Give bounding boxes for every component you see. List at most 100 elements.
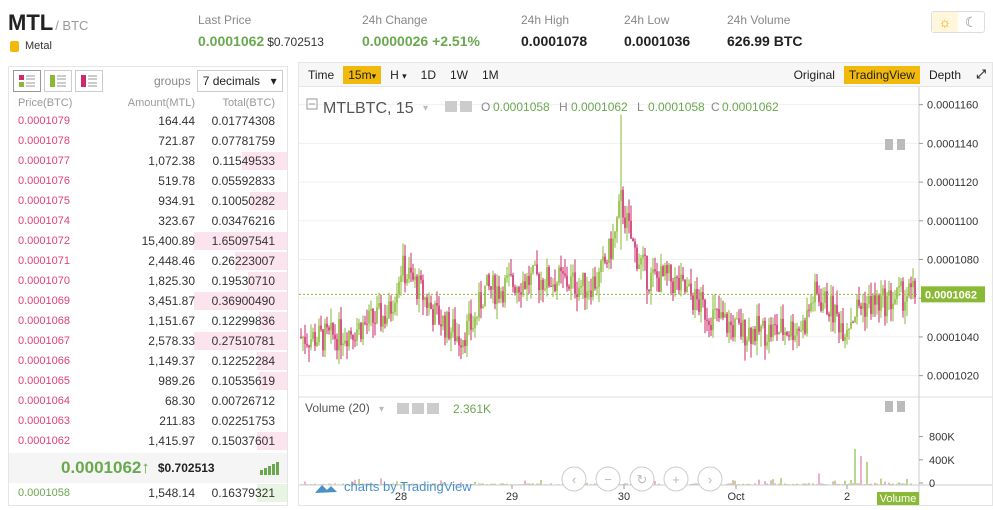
candle-body [840,323,842,332]
row-total: 0.03476216 [195,214,281,228]
eye-icon[interactable] [397,403,409,414]
candle-body [424,297,426,299]
candle-body [636,248,638,269]
candle-body [444,316,446,338]
row-total: 0.10050282 [195,194,281,208]
candle-body [462,340,464,347]
candle-body [850,322,852,328]
candle-body [410,268,412,273]
moon-icon[interactable]: ☾ [958,12,984,32]
candle-body [690,284,692,296]
stat-value: 0.0001036 [624,33,690,49]
view-both-button[interactable] [13,70,41,92]
volume-title: Volume (20) [305,401,370,415]
close-icon[interactable] [427,403,439,414]
scroll-up-icon[interactable] [885,401,893,412]
theme-toggle[interactable]: ☼ ☾ [931,11,985,33]
candle-body [604,257,606,263]
category-label: Metal [10,40,52,52]
sun-icon[interactable]: ☼ [932,12,958,32]
chart-toolbar: Time 15m▾ H ▾ 1D 1W 1M Original TradingV… [299,63,992,87]
row-total: 0.27510781 [195,334,281,348]
candle-body [732,325,734,337]
view-bids-button[interactable] [44,70,72,92]
original-button[interactable]: Original [789,66,840,84]
scroll-down-icon[interactable] [897,401,905,412]
scroll-down-icon[interactable] [897,139,905,150]
groups-select[interactable]: 7 decimals ▾ [197,70,283,92]
candle-body [390,302,392,314]
candle-body [594,277,596,289]
depth-button[interactable]: Depth [924,66,966,84]
view-asks-button[interactable] [75,70,103,92]
candle-body [606,263,608,264]
chevron-down-icon[interactable]: ▾ [423,103,428,114]
ohlc-h-label: H [559,100,568,114]
candle-body [356,329,358,340]
candle-body [654,269,656,271]
candle-body [558,267,560,282]
interval-1m-button[interactable]: 1M [477,66,504,84]
row-price: 0.0001067 [9,335,97,347]
candle-body [680,275,682,291]
candle-body [346,341,348,347]
candle-body [766,342,768,346]
row-amount: 1,072.38 [97,154,195,168]
eye-icon[interactable] [445,101,457,112]
tradingview-watermark[interactable]: charts by TradingView [344,479,472,494]
candle-body [316,342,318,346]
candle-body [742,320,744,337]
settings-icon[interactable] [460,101,472,112]
fullscreen-icon[interactable]: ⤢ [970,67,992,82]
time-button[interactable]: Time [303,66,339,84]
row-price: 0.0001077 [9,155,97,167]
candle-body [864,303,866,317]
candle-body [644,255,646,256]
interval-15m-button[interactable]: 15m▾ [343,66,381,84]
row-total: 0.26223007 [195,254,281,268]
chevron-down-icon: ▾ [271,74,277,88]
scroll-up-icon[interactable] [885,139,893,150]
candle-body [568,287,570,289]
interval-1d-button[interactable]: 1D [416,66,441,84]
candle-body [910,283,912,287]
interval-h-button[interactable]: H ▾ [385,66,412,84]
settings-icon[interactable] [412,403,424,414]
row-price: 0.0001063 [9,415,97,427]
candle-body [814,282,816,303]
price-chart[interactable]: 0.00011600.00011400.00011200.00011000.00… [299,87,992,505]
candle-body [314,332,316,346]
candle-body [580,286,582,287]
candle-body [334,335,336,339]
candle-body [794,336,796,340]
candle-body [792,322,794,340]
interval-1w-button[interactable]: 1W [445,66,473,84]
chevron-down-icon[interactable]: ▾ [379,404,384,415]
tradingview-button[interactable]: TradingView [844,66,920,84]
candle-body [516,287,518,293]
candle-body [490,286,492,289]
candle-body [758,316,760,332]
candle-body [542,280,544,290]
candle-body [856,300,858,317]
chevron-left-icon: ‹ [572,472,576,487]
candle-body [310,339,312,347]
